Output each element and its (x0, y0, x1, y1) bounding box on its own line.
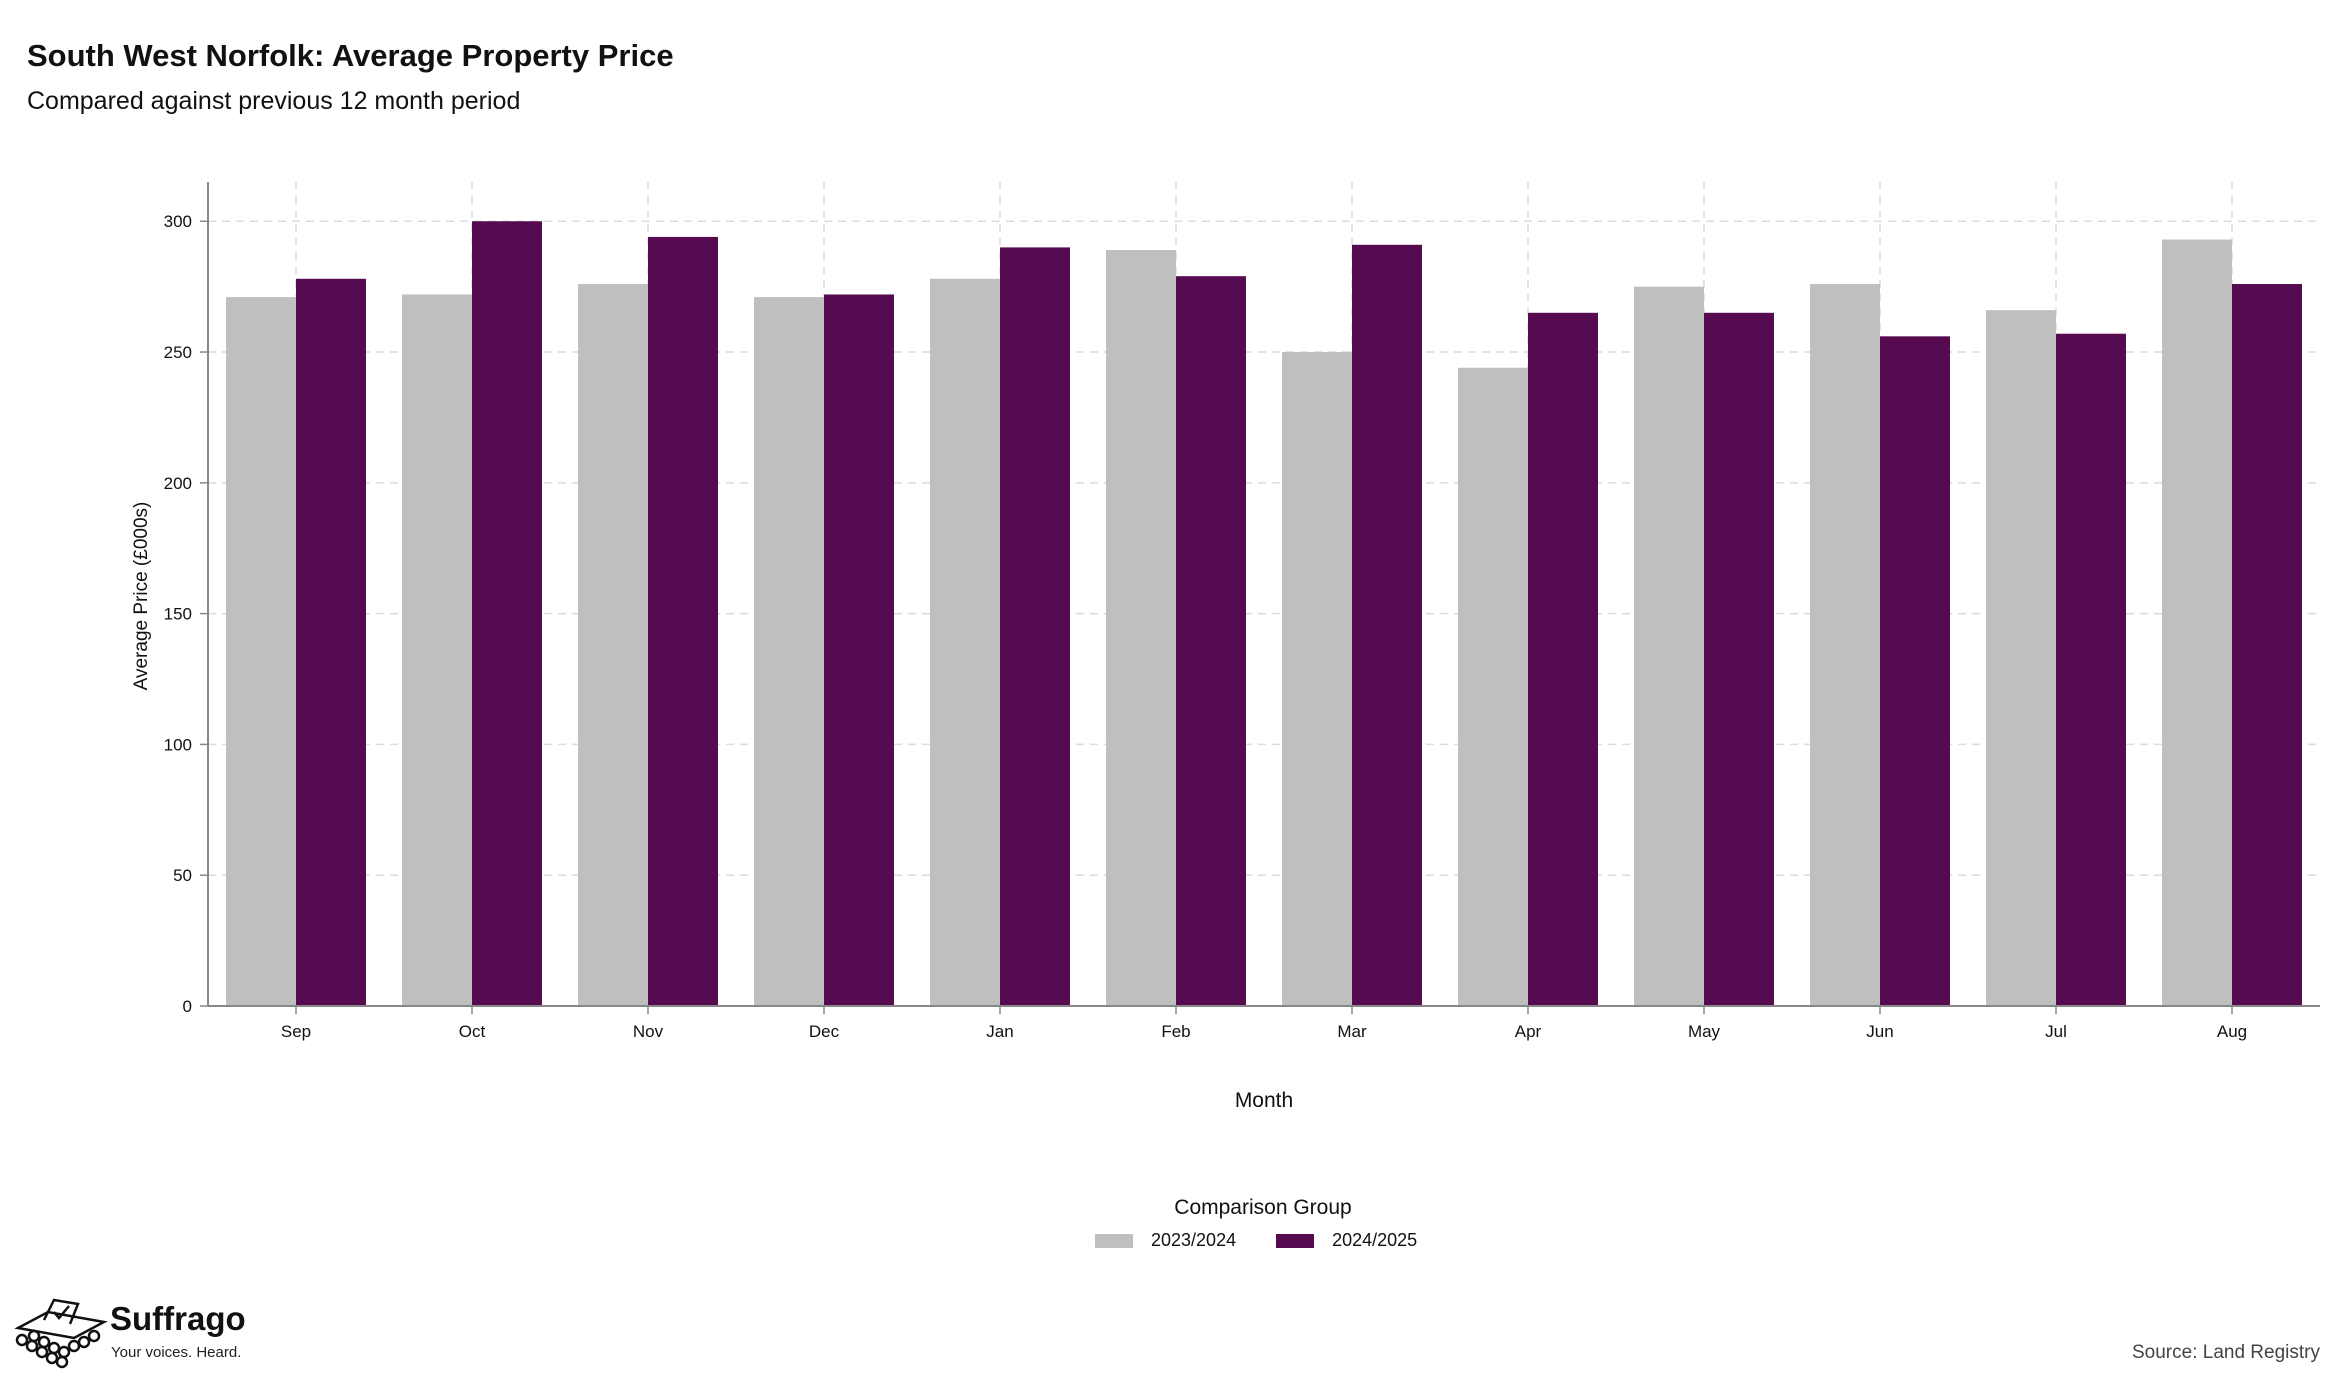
bar-2024-2025-oct (472, 221, 542, 1006)
bar-2023-2024-aug (2162, 239, 2232, 1007)
x-tick-label-nov: Nov (633, 1022, 664, 1041)
bar-2024-2025-mar (1352, 244, 1422, 1006)
x-tick-label-may: May (1688, 1022, 1721, 1041)
y-tick-label: 200 (164, 474, 192, 493)
bar-2024-2025-apr (1528, 312, 1598, 1006)
bar-2024-2025-jan (1000, 247, 1070, 1006)
bar-2024-2025-may (1704, 312, 1774, 1006)
x-tick-label-oct: Oct (459, 1022, 486, 1041)
bar-2023-2024-jun (1810, 284, 1880, 1006)
bar-2023-2024-apr (1458, 367, 1528, 1006)
logo-tagline: Your voices. Heard. (111, 1344, 242, 1361)
y-tick-label: 50 (173, 866, 192, 885)
y-axis-title: Average Price (£000s) (131, 502, 152, 691)
x-tick-label-sep: Sep (281, 1022, 311, 1041)
source-note: Source: Land Registry (2132, 1342, 2320, 1363)
bar-2024-2025-jul (2056, 333, 2126, 1006)
legend: 2023/2024 2024/2025 (1095, 1230, 1457, 1251)
logo-name: Suffrago (110, 1300, 246, 1337)
bar-2023-2024-mar (1282, 352, 1352, 1006)
legend-item-2023-2024: 2023/2024 (1095, 1230, 1236, 1251)
bar-2024-2025-dec (824, 294, 894, 1006)
y-tick-label: 300 (164, 212, 192, 231)
legend-item-2024-2025: 2024/2025 (1276, 1230, 1417, 1251)
bar-2023-2024-feb (1106, 250, 1176, 1006)
bar-2023-2024-oct (402, 294, 472, 1006)
bar-2023-2024-jul (1986, 310, 2056, 1007)
bar-2024-2025-sep (296, 278, 366, 1006)
x-tick-label-jul: Jul (2045, 1022, 2067, 1041)
bar-2023-2024-nov (578, 284, 648, 1006)
y-tick-label: 100 (164, 735, 192, 754)
y-tick-label: 250 (164, 343, 192, 362)
bar-2024-2025-aug (2232, 284, 2302, 1006)
x-tick-label-mar: Mar (1337, 1022, 1367, 1041)
x-tick-label-dec: Dec (809, 1022, 840, 1041)
bar-2024-2025-nov (648, 236, 718, 1006)
legend-swatch-2024-2025 (1276, 1233, 1315, 1248)
bar-2023-2024-dec (754, 297, 824, 1007)
chart-title: South West Norfolk: Average Property Pri… (27, 38, 674, 73)
x-tick-label-jun: Jun (1866, 1022, 1893, 1041)
legend-label-2023-2024: 2023/2024 (1151, 1230, 1237, 1250)
bar-2024-2025-jun (1880, 336, 1950, 1006)
legend-title: Comparison Group (1174, 1196, 1352, 1219)
legend-label-2024-2025: 2024/2025 (1332, 1230, 1418, 1250)
y-tick-label: 150 (164, 605, 192, 624)
ballot-box-logo-icon (14, 1298, 108, 1369)
x-tick-label-feb: Feb (1161, 1022, 1190, 1041)
legend-swatch-2023-2024 (1095, 1233, 1133, 1248)
bar-2023-2024-sep (226, 297, 296, 1007)
bar-2023-2024-may (1634, 286, 1704, 1007)
x-tick-label-jan: Jan (986, 1022, 1013, 1041)
bar-2024-2025-feb (1176, 276, 1246, 1007)
chart-subtitle: Compared against previous 12 month perio… (27, 87, 521, 115)
y-tick-label: 0 (183, 997, 192, 1016)
x-tick-label-apr: Apr (1515, 1022, 1542, 1041)
x-axis-title: Month (1235, 1089, 1293, 1112)
x-tick-label-aug: Aug (2217, 1022, 2247, 1041)
bar-2023-2024-jan (930, 278, 1000, 1006)
